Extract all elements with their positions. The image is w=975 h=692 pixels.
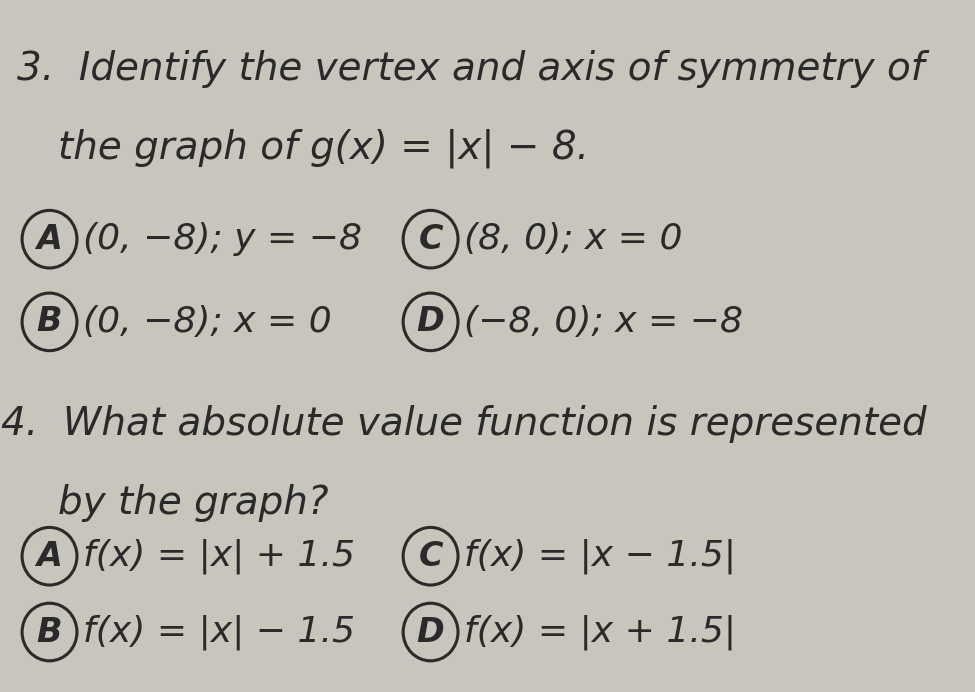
Text: (8, 0); x = 0: (8, 0); x = 0 — [464, 222, 682, 256]
Text: by the graph?: by the graph? — [58, 484, 328, 522]
Text: D: D — [416, 615, 445, 648]
Text: (−8, 0); x = −8: (−8, 0); x = −8 — [464, 305, 743, 339]
Text: A: A — [37, 540, 62, 573]
Text: 4.  What absolute value function is represented: 4. What absolute value function is repre… — [1, 405, 927, 443]
Text: f(x) = |x| + 1.5: f(x) = |x| + 1.5 — [83, 538, 355, 574]
Text: B: B — [37, 615, 62, 648]
Text: B: B — [37, 305, 62, 338]
Text: (0, −8); x = 0: (0, −8); x = 0 — [83, 305, 332, 339]
Text: f(x) = |x − 1.5|: f(x) = |x − 1.5| — [464, 538, 736, 574]
Text: (0, −8); y = −8: (0, −8); y = −8 — [83, 222, 362, 256]
Text: f(x) = |x + 1.5|: f(x) = |x + 1.5| — [464, 614, 736, 650]
Text: C: C — [418, 223, 443, 255]
Text: f(x) = |x| − 1.5: f(x) = |x| − 1.5 — [83, 614, 355, 650]
Text: A: A — [37, 223, 62, 255]
Text: D: D — [416, 305, 445, 338]
Text: the graph of g(x) = |x| − 8.: the graph of g(x) = |x| − 8. — [58, 129, 589, 168]
Text: C: C — [418, 540, 443, 573]
Text: 3.  Identify the vertex and axis of symmetry of: 3. Identify the vertex and axis of symme… — [18, 50, 925, 88]
